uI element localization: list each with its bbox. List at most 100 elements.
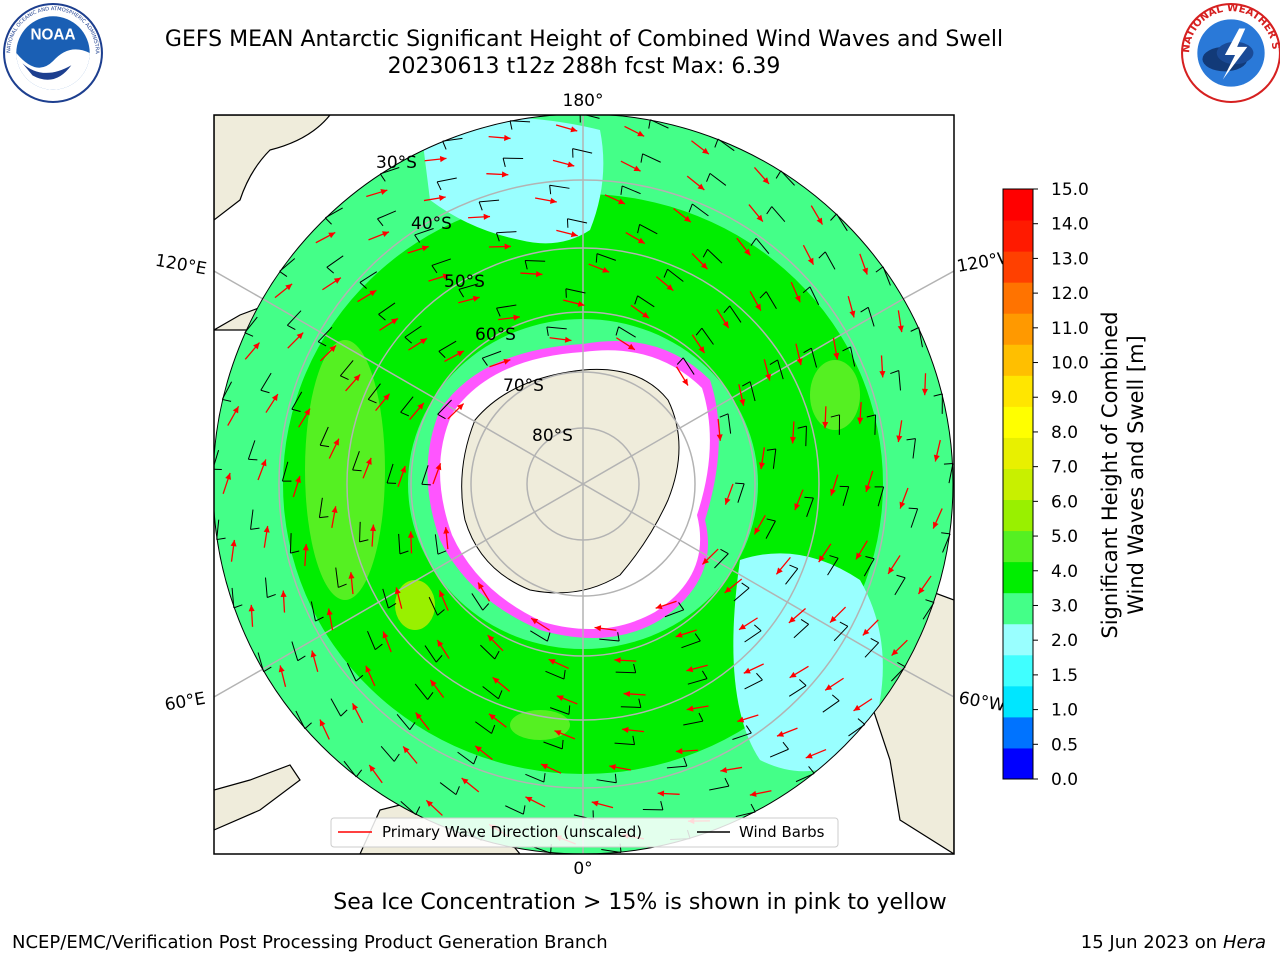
- wind-barb: [458, 283, 479, 298]
- wave-direction-arrow: [432, 463, 442, 485]
- wind-barb: [744, 624, 762, 643]
- wind-barb: [359, 521, 369, 543]
- wind-barb: [804, 496, 814, 518]
- colorbar-segment: [1003, 654, 1033, 687]
- wave-direction-arrow: [753, 167, 770, 185]
- wind-barb: [434, 534, 447, 555]
- footer-right: 15 Jun 2023 on Hera: [1080, 932, 1266, 953]
- wave-direction-arrow: [921, 373, 928, 396]
- wind-barb: [818, 251, 836, 270]
- wind-barb: [572, 148, 593, 158]
- wind-barb: [457, 751, 478, 765]
- lat-label-30s: 30°S: [376, 153, 417, 173]
- wave-direction-arrow: [753, 514, 766, 535]
- wind-barb: [509, 120, 531, 130]
- wave-direction-arrow: [319, 344, 337, 362]
- wind-barb: [648, 119, 669, 129]
- wind-barb: [795, 766, 815, 783]
- lon-label-120e: 120°E: [154, 251, 208, 280]
- wind-barb: [367, 631, 383, 651]
- wave-direction-arrow: [738, 617, 758, 631]
- wave-direction-arrow: [407, 531, 415, 554]
- wave-direction-arrow: [853, 698, 873, 712]
- wind-barb: [530, 630, 551, 642]
- colorbar-tick-label: 3.0: [1051, 596, 1078, 616]
- wind-barb: [324, 207, 343, 225]
- wave-direction-arrow: [555, 124, 578, 133]
- wind-barb: [335, 567, 347, 588]
- wave-direction-arrow: [556, 695, 578, 705]
- wind-barb: [289, 533, 300, 554]
- wave-direction-arrow: [738, 384, 746, 406]
- wave-direction-arrow: [614, 657, 637, 664]
- wave-direction-arrow: [847, 296, 856, 318]
- colorbar-segment: [1003, 716, 1033, 749]
- colorbar-segment: [1003, 499, 1033, 532]
- wind-barb: [386, 463, 397, 484]
- wave-direction-arrow: [763, 359, 772, 381]
- wind-barb: [664, 602, 685, 618]
- wind-barb: [797, 425, 807, 447]
- wave-direction-arrow: [818, 543, 832, 563]
- wave-direction-arrow: [458, 295, 480, 304]
- map-frame: [213, 114, 955, 855]
- wave-direction-arrow: [248, 604, 255, 627]
- wave-direction-arrow: [588, 263, 610, 273]
- wind-barb: [864, 638, 880, 658]
- colorbar-segment: [1003, 468, 1033, 501]
- wind-barb: [687, 670, 708, 685]
- wind-barb: [221, 381, 233, 402]
- wind-barb: [596, 773, 617, 784]
- noaa-logo-text: NOAA: [31, 27, 76, 44]
- wind-barb: [382, 588, 397, 609]
- wave-direction-arrow: [724, 578, 743, 594]
- wind-barb: [424, 645, 443, 663]
- colorbar-segment: [1003, 561, 1033, 594]
- wind-barb: [620, 185, 641, 195]
- wind-barb: [295, 710, 312, 730]
- wave-direction-arrow: [788, 607, 806, 624]
- colorbar-tick-label: 0.0: [1051, 770, 1078, 790]
- wind-barb: [326, 255, 344, 274]
- wind-barb: [759, 291, 777, 310]
- colorbar-segment: [1003, 282, 1033, 314]
- wind-barb: [681, 633, 701, 649]
- colorbar-tick-label: 9.0: [1051, 388, 1078, 408]
- wind-barb: [906, 438, 916, 459]
- wave-direction-arrow: [230, 539, 237, 562]
- wind-barb: [279, 258, 296, 277]
- wave-direction-arrow: [686, 664, 708, 673]
- wind-barb: [599, 632, 620, 642]
- wind-barb: [663, 268, 684, 282]
- wave-direction-arrow: [365, 665, 376, 687]
- wave-direction-arrow: [489, 358, 511, 368]
- wind-barb: [695, 327, 714, 345]
- wave-direction-arrow: [436, 639, 450, 659]
- wave-direction-arrow: [520, 271, 543, 278]
- wind-barb: [216, 519, 226, 541]
- wind-barb: [377, 210, 397, 227]
- chart-title: GEFS MEAN Antarctic Significant Height o…: [164, 27, 1004, 52]
- wind-barb: [475, 721, 496, 734]
- wave-direction-arrow: [758, 447, 765, 470]
- wind-barb: [894, 574, 906, 596]
- wind-barb: [380, 746, 400, 762]
- lat-label-50s: 50°S: [444, 272, 485, 292]
- wind-barb: [525, 773, 546, 783]
- wind-barb: [330, 698, 348, 717]
- wave-direction-arrow: [486, 171, 509, 178]
- wave-direction-arrow: [691, 253, 708, 270]
- wave-direction-arrow: [498, 314, 521, 321]
- wave-direction-arrow: [879, 355, 886, 378]
- wave-direction-arrow: [549, 336, 572, 343]
- wind-barb: [848, 718, 866, 737]
- wind-barb: [549, 184, 570, 195]
- wave-direction-arrow: [409, 402, 425, 421]
- map-legend: Primary Wave Direction (unscaled) Wind B…: [330, 817, 839, 848]
- wind-barb: [291, 391, 303, 412]
- colorbar-tick-label: 15.0: [1051, 180, 1089, 200]
- wave-direction-arrow: [716, 309, 730, 329]
- wind-barb: [480, 644, 500, 660]
- wind-barb: [379, 167, 400, 182]
- wave-direction-arrow: [630, 304, 650, 319]
